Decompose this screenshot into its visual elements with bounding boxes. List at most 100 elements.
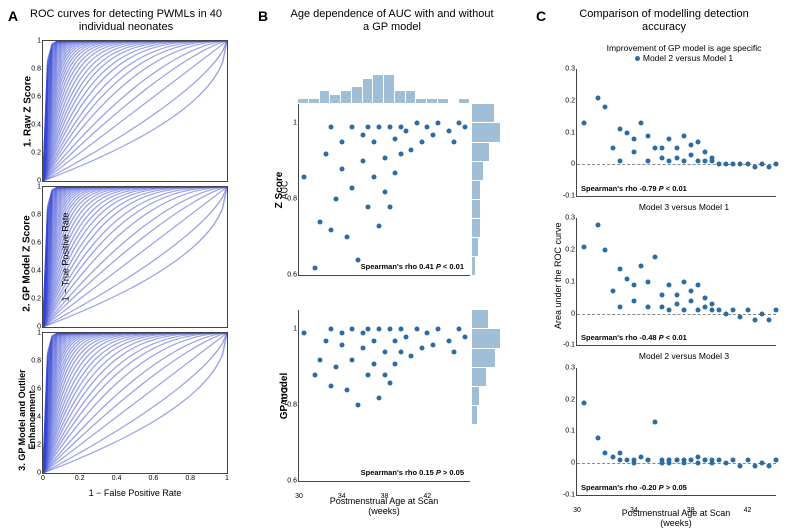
- c-sub-1b: Model 2 versus Model 1: [576, 54, 792, 63]
- data-point: [603, 451, 608, 456]
- data-point: [398, 151, 403, 156]
- data-point: [596, 95, 601, 100]
- data-point: [603, 105, 608, 110]
- hist-bar: [427, 99, 437, 103]
- data-point: [329, 327, 334, 332]
- data-point: [681, 279, 686, 284]
- data-point: [681, 461, 686, 466]
- data-point: [745, 308, 750, 313]
- data-point: [403, 128, 408, 133]
- data-point: [610, 454, 615, 459]
- data-point: [766, 464, 771, 469]
- panel-letter-c: C: [536, 8, 546, 24]
- roc-yticks-1: 00.20.40.60.81: [25, 41, 41, 181]
- data-point: [724, 311, 729, 316]
- data-point: [731, 457, 736, 462]
- hist-bar: [472, 310, 488, 328]
- panel-b-title: Age dependence of AUC with and without a…: [287, 8, 497, 34]
- data-point: [462, 334, 467, 339]
- data-point: [660, 292, 665, 297]
- hist-bar: [472, 200, 480, 218]
- data-point: [329, 227, 334, 232]
- hist-bar: [472, 406, 477, 424]
- stat-b-2: Spearman's rho 0.15 P > 0.05: [361, 468, 464, 477]
- data-point: [596, 222, 601, 227]
- data-point: [646, 305, 651, 310]
- data-point: [660, 155, 665, 160]
- hist-bar: [472, 123, 500, 141]
- data-point: [393, 338, 398, 343]
- b-yticks-2: 0.60.81: [281, 310, 297, 481]
- data-point: [766, 318, 771, 323]
- hist-right-2: [472, 310, 500, 481]
- data-point: [724, 162, 729, 167]
- data-point: [653, 254, 658, 259]
- data-point: [638, 264, 643, 269]
- hist-bar: [472, 329, 500, 347]
- data-point: [350, 357, 355, 362]
- data-point: [339, 342, 344, 347]
- hist-bar: [459, 99, 469, 103]
- data-point: [446, 128, 451, 133]
- hist-bar: [330, 95, 340, 103]
- data-point: [660, 305, 665, 310]
- hist-bar: [352, 87, 362, 103]
- data-point: [631, 136, 636, 141]
- data-point: [345, 235, 350, 240]
- data-point: [377, 223, 382, 228]
- scatter-c-1: -0.100.10.20.3 Spearman's rho -0.79 P < …: [576, 69, 776, 197]
- data-point: [617, 451, 622, 456]
- hist-bar: [472, 368, 486, 386]
- data-point: [446, 338, 451, 343]
- c-sub-3: Model 2 versus Model 3: [576, 352, 792, 361]
- data-point: [674, 155, 679, 160]
- data-point: [667, 283, 672, 288]
- data-point: [774, 308, 779, 313]
- data-point: [387, 204, 392, 209]
- data-point: [667, 461, 672, 466]
- panel-a: A ROC curves for detecting PWMLs in 40 i…: [4, 6, 248, 526]
- hist-bar: [416, 99, 426, 103]
- data-point: [752, 165, 757, 170]
- data-point: [717, 308, 722, 313]
- data-point: [738, 314, 743, 319]
- data-point: [745, 457, 750, 462]
- data-point: [653, 146, 658, 151]
- data-point: [667, 136, 672, 141]
- data-point: [582, 400, 587, 405]
- hist-bar: [472, 257, 475, 275]
- roc-svg-1: [43, 41, 227, 181]
- data-point: [382, 372, 387, 377]
- roc-plot-2: 1 − True Positive Rate 00.20.40.60.81: [42, 186, 228, 328]
- roc-plot-3: 00.20.40.60.81 00.20.40.60.81: [42, 332, 228, 474]
- data-point: [759, 162, 764, 167]
- data-point: [674, 457, 679, 462]
- roc-yticks-3: 00.20.40.60.81: [25, 333, 41, 473]
- roc-yticks-2: 00.20.40.60.81: [25, 187, 41, 327]
- data-point: [624, 276, 629, 281]
- data-point: [695, 159, 700, 164]
- data-point: [738, 162, 743, 167]
- data-point: [371, 174, 376, 179]
- data-point: [702, 295, 707, 300]
- data-point: [377, 327, 382, 332]
- data-point: [702, 159, 707, 164]
- data-point: [339, 331, 344, 336]
- data-point: [382, 350, 387, 355]
- hist-bar: [320, 91, 330, 103]
- hist-bar: [472, 162, 483, 180]
- c-sub-1: Improvement of GP model is age specific …: [576, 44, 792, 63]
- data-point: [624, 457, 629, 462]
- data-point: [366, 204, 371, 209]
- stat-c-3: Spearman's rho -0.20 P > 0.05: [581, 483, 687, 492]
- hist-bar: [384, 75, 394, 103]
- panel-c-inner: Improvement of GP model is age specific …: [576, 38, 792, 495]
- roc-y-label-2: 1 − True Positive Rate: [60, 213, 70, 302]
- data-point: [660, 146, 665, 151]
- data-point: [345, 388, 350, 393]
- data-point: [631, 298, 636, 303]
- c-yticks-1: -0.100.10.20.3: [559, 69, 575, 196]
- data-point: [377, 395, 382, 400]
- data-point: [350, 327, 355, 332]
- data-point: [738, 464, 743, 469]
